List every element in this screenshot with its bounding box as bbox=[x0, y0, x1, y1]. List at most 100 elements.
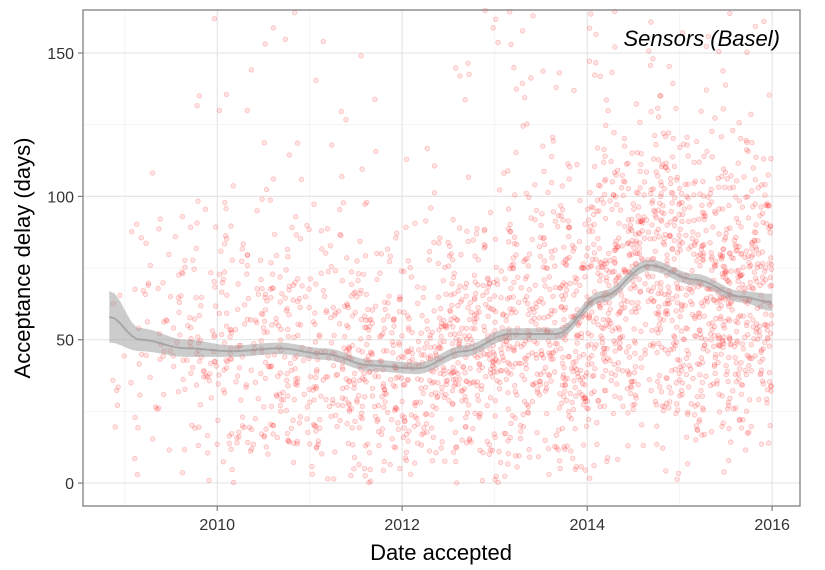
data-point bbox=[435, 345, 442, 351]
data-point bbox=[553, 84, 559, 91]
data-point bbox=[550, 209, 557, 215]
data-point bbox=[204, 450, 211, 456]
data-point bbox=[263, 186, 270, 193]
data-point bbox=[493, 308, 499, 315]
data-point bbox=[381, 404, 387, 410]
data-point bbox=[612, 340, 619, 347]
data-point bbox=[700, 243, 706, 249]
data-point bbox=[546, 372, 552, 378]
data-point bbox=[234, 435, 240, 441]
data-point bbox=[574, 332, 580, 338]
data-point bbox=[325, 476, 331, 482]
data-point bbox=[606, 300, 613, 306]
data-point bbox=[377, 270, 383, 276]
data-point bbox=[262, 307, 269, 313]
data-point bbox=[736, 285, 742, 292]
data-point bbox=[631, 369, 638, 376]
data-point bbox=[358, 414, 364, 420]
data-point bbox=[453, 444, 460, 450]
data-point bbox=[560, 217, 566, 223]
data-point bbox=[473, 290, 479, 297]
data-point bbox=[200, 368, 207, 374]
data-point bbox=[291, 334, 297, 340]
data-point bbox=[683, 292, 689, 298]
data-point bbox=[719, 206, 726, 212]
data-point bbox=[712, 355, 719, 361]
data-point bbox=[285, 383, 291, 389]
data-point bbox=[211, 16, 218, 22]
data-point bbox=[724, 176, 730, 182]
data-point bbox=[614, 381, 620, 387]
data-point bbox=[182, 264, 188, 270]
data-point bbox=[429, 412, 435, 418]
data-point bbox=[128, 380, 134, 386]
data-point bbox=[228, 327, 234, 333]
data-point bbox=[643, 169, 650, 175]
data-point bbox=[552, 247, 558, 253]
data-point bbox=[674, 249, 681, 256]
data-point bbox=[575, 373, 581, 380]
data-point bbox=[518, 285, 524, 291]
data-point bbox=[602, 215, 609, 222]
data-point bbox=[629, 216, 635, 223]
data-point bbox=[393, 235, 399, 241]
data-point bbox=[648, 186, 654, 193]
data-point bbox=[415, 338, 422, 345]
data-point bbox=[365, 306, 371, 313]
data-point bbox=[585, 264, 591, 271]
data-point bbox=[459, 398, 465, 404]
data-point bbox=[718, 134, 725, 140]
data-point bbox=[758, 347, 764, 353]
data-point bbox=[187, 325, 194, 331]
data-point bbox=[539, 351, 545, 357]
data-point bbox=[711, 362, 718, 368]
data-point bbox=[719, 173, 725, 180]
data-point bbox=[491, 293, 498, 299]
data-point bbox=[561, 394, 567, 400]
data-point bbox=[513, 149, 519, 156]
data-point bbox=[723, 275, 729, 281]
data-point bbox=[166, 447, 172, 453]
data-point bbox=[520, 411, 526, 418]
data-point bbox=[572, 426, 578, 432]
data-point bbox=[339, 364, 345, 370]
data-point bbox=[552, 443, 558, 450]
data-point bbox=[560, 374, 566, 381]
data-point bbox=[768, 223, 774, 229]
data-point bbox=[686, 204, 693, 210]
data-point bbox=[248, 367, 254, 373]
data-point bbox=[597, 278, 603, 284]
data-point bbox=[191, 266, 197, 272]
data-point bbox=[295, 375, 301, 381]
data-point bbox=[709, 254, 715, 260]
data-point bbox=[755, 237, 761, 244]
data-point bbox=[438, 445, 444, 451]
data-point bbox=[625, 160, 631, 167]
data-point bbox=[638, 218, 645, 224]
data-point bbox=[188, 370, 194, 376]
data-point bbox=[578, 334, 585, 340]
data-point bbox=[155, 285, 161, 292]
data-point bbox=[705, 194, 711, 200]
data-point bbox=[427, 377, 433, 384]
data-point bbox=[500, 311, 506, 317]
data-point bbox=[543, 385, 550, 392]
data-point bbox=[660, 202, 666, 209]
data-point bbox=[672, 216, 679, 223]
data-point bbox=[180, 270, 186, 277]
data-point bbox=[707, 331, 714, 337]
data-point bbox=[750, 324, 756, 330]
data-point bbox=[715, 333, 722, 339]
data-point bbox=[441, 367, 447, 373]
data-point bbox=[719, 271, 726, 277]
data-point bbox=[607, 306, 613, 313]
data-point bbox=[354, 294, 360, 300]
data-point bbox=[465, 174, 472, 180]
data-point bbox=[527, 306, 533, 312]
data-point bbox=[760, 381, 767, 387]
data-point bbox=[660, 317, 667, 323]
data-point bbox=[536, 243, 543, 250]
data-point bbox=[575, 333, 581, 339]
data-point bbox=[364, 341, 370, 348]
data-point bbox=[520, 123, 526, 129]
